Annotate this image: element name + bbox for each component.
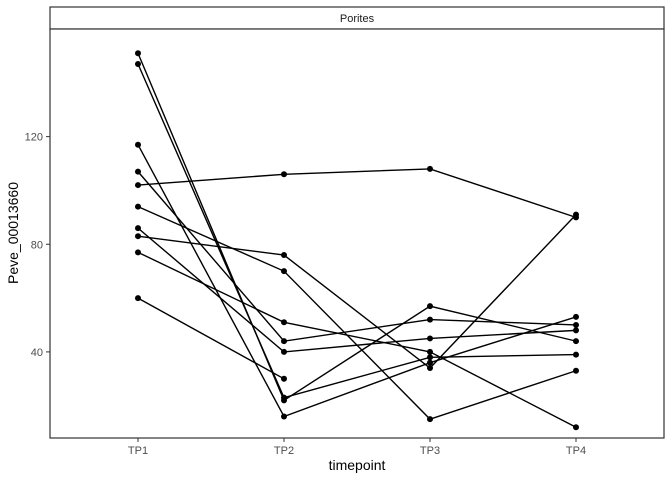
y-tick-label: 40	[31, 347, 43, 359]
series-line-10	[137, 297, 285, 380]
data-point	[427, 316, 433, 323]
data-point	[573, 321, 579, 328]
y-tick-label: 80	[31, 239, 43, 251]
data-point	[281, 252, 287, 259]
y-axis: 40 80 120	[25, 132, 50, 359]
data-point	[281, 171, 287, 178]
data-point	[573, 211, 579, 218]
series-line-4	[137, 171, 577, 342]
x-axis-title: timepoint	[329, 457, 386, 473]
data-point	[427, 303, 433, 310]
series-line-3	[137, 144, 577, 418]
data-point	[281, 394, 287, 401]
series-lines	[137, 52, 577, 428]
data-point	[573, 338, 579, 345]
series-points	[135, 50, 579, 431]
data-point	[427, 416, 433, 423]
data-point	[135, 182, 141, 189]
x-tick-label-tp4: TP4	[566, 445, 586, 457]
data-point	[135, 203, 141, 210]
y-axis-title: Peve_00013660	[5, 182, 21, 284]
data-point	[135, 60, 141, 67]
data-point	[573, 367, 579, 374]
data-point	[135, 50, 141, 57]
x-tick-label-tp1: TP1	[128, 445, 148, 457]
data-point	[135, 225, 141, 232]
x-tick-label-tp3: TP3	[420, 445, 440, 457]
data-point	[573, 424, 579, 431]
y-tick-label: 120	[25, 132, 43, 144]
data-point	[427, 335, 433, 342]
series-line-9	[137, 251, 577, 428]
series-line-5	[137, 168, 577, 219]
series-line-1	[137, 52, 577, 402]
data-point	[427, 348, 433, 355]
data-point	[281, 375, 287, 382]
data-point	[281, 413, 287, 420]
x-tick-label-tp2: TP2	[274, 445, 294, 457]
facet-strip-label: Porites	[340, 13, 375, 25]
data-point	[427, 165, 433, 172]
data-point	[427, 365, 433, 372]
data-point	[281, 319, 287, 326]
data-point	[281, 268, 287, 275]
data-point	[573, 327, 579, 334]
data-point	[135, 295, 141, 302]
data-point	[427, 359, 433, 366]
data-point	[281, 338, 287, 345]
data-point	[135, 249, 141, 256]
series-line-8	[137, 214, 577, 369]
data-point	[573, 313, 579, 320]
data-point	[573, 351, 579, 358]
series-line-2	[137, 63, 577, 399]
data-point	[135, 168, 141, 175]
data-point	[281, 348, 287, 355]
data-point	[135, 141, 141, 148]
x-axis: TP1 TP2 TP3 TP4	[128, 438, 586, 457]
facet-strip: Porites	[49, 6, 665, 30]
series-line-7	[137, 227, 577, 353]
plot-panel	[49, 28, 665, 439]
data-point	[135, 233, 141, 240]
data-point	[427, 354, 433, 361]
